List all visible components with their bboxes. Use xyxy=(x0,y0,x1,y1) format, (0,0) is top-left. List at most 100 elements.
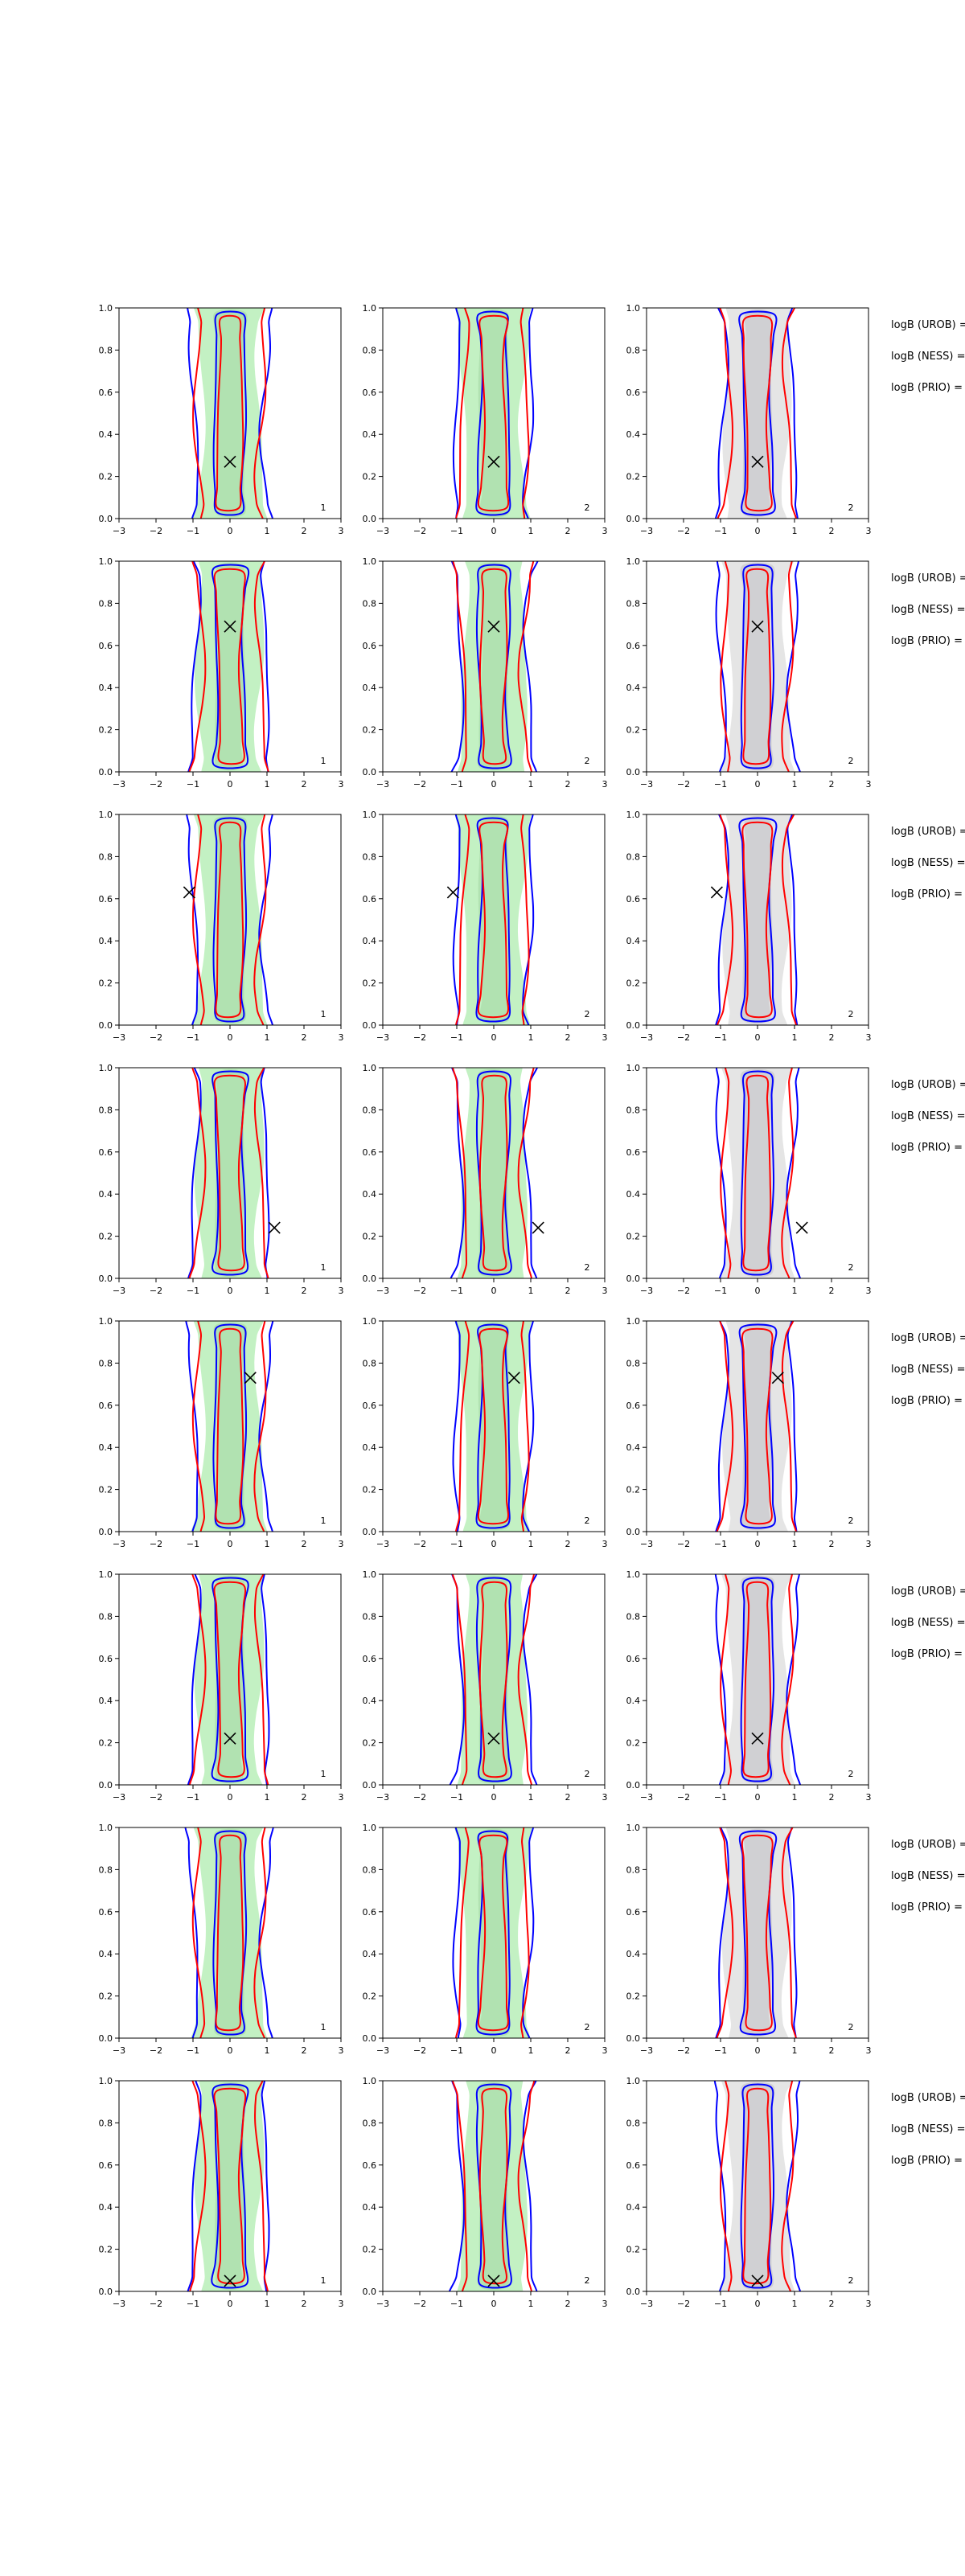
side-label-urob: logB (UROB) = xyxy=(891,319,965,331)
contour-outer-red xyxy=(455,308,530,519)
y-tick-label: 0.4 xyxy=(626,1189,641,1200)
density-fill-inner xyxy=(213,815,248,1024)
x-tick-label: 0 xyxy=(755,2299,761,2309)
y-tick-label: 0.6 xyxy=(363,2160,377,2171)
x-tick-label: −1 xyxy=(187,1032,199,1043)
side-label-urob: logB (UROB) = xyxy=(891,572,965,585)
y-tick-label: 1.0 xyxy=(363,303,377,314)
panel-row5-col2: −3 −2 −1 0 1 2 3 0.0 0.2 0.4 0.6 0.8 1.0 2 xyxy=(363,1316,608,1549)
x-tick-label: −3 xyxy=(113,1286,125,1296)
x-tick-label: −2 xyxy=(413,1792,426,1803)
panel-label: 1 xyxy=(321,502,326,513)
side-label-prio: logB (PRIO) = xyxy=(891,1901,963,1914)
x-tick-label: −2 xyxy=(677,1539,690,1549)
panel-row5-col1: −3 −2 −1 0 1 2 3 0.0 0.2 0.4 0.6 0.8 1.0 1 xyxy=(99,1316,344,1549)
y-tick-label: 0.2 xyxy=(99,1991,113,2002)
density-fill-inner xyxy=(213,309,248,518)
x-tick-label: 0 xyxy=(491,2045,497,2056)
y-tick-label: 0.2 xyxy=(626,1738,641,1749)
x-tick-label: −3 xyxy=(113,1032,125,1043)
y-tick-label: 0.8 xyxy=(626,598,641,609)
contour-outer-blue xyxy=(187,308,274,519)
y-tick-label: 0.6 xyxy=(99,1654,113,1664)
y-tick-label: 1.0 xyxy=(99,810,113,820)
x-tick-label: −1 xyxy=(187,1539,199,1549)
panel-row5-col3: −3 −2 −1 0 1 2 3 0.0 0.2 0.4 0.6 0.8 1.0 2 xyxy=(626,1316,872,1549)
contour-inner-red xyxy=(478,1074,508,1272)
contour-outer-blue xyxy=(187,1068,270,1278)
y-tick-label: 0.2 xyxy=(99,725,113,736)
x-tick-label: 2 xyxy=(829,1032,835,1043)
x-tick-label: −1 xyxy=(714,1792,727,1803)
density-fill-inner xyxy=(213,1322,248,1531)
y-tick-label: 0.8 xyxy=(363,1358,377,1368)
y-tick-label: 0.0 xyxy=(626,514,641,524)
y-tick-label: 0.6 xyxy=(626,388,641,398)
y-tick-label: 1.0 xyxy=(363,1569,377,1580)
y-tick-label: 0.8 xyxy=(99,1864,113,1875)
contour-outer-blue xyxy=(715,1827,798,2038)
density-fill-inner xyxy=(741,2082,775,2291)
panel-row3-col2: −3 −2 −1 0 1 2 3 0.0 0.2 0.4 0.6 0.8 1.0 2 xyxy=(363,810,608,1043)
panel-label: 2 xyxy=(848,2275,854,2286)
y-tick-label: 1.0 xyxy=(626,2076,641,2086)
y-tick-label: 1.0 xyxy=(363,810,377,820)
contour-inner-red xyxy=(741,1327,774,1525)
plot-area xyxy=(184,1827,274,2038)
x-tick-label: 1 xyxy=(528,2299,534,2309)
x-tick-label: −3 xyxy=(376,1032,389,1043)
x-tick-label: −2 xyxy=(413,2045,426,2056)
x-tick-label: 2 xyxy=(829,1286,835,1296)
density-fill-inner xyxy=(478,2082,509,2291)
contour-outer-red xyxy=(191,814,267,1025)
y-tick-label: 0.2 xyxy=(626,1485,641,1495)
x-tick-label: 2 xyxy=(829,1539,835,1549)
x-tick-label: 0 xyxy=(491,526,497,536)
x-tick-label: −3 xyxy=(640,1792,653,1803)
density-fill-inner xyxy=(213,1828,248,2037)
truth-marker xyxy=(487,1732,500,1745)
y-tick-label: 0.8 xyxy=(626,1611,641,1622)
plot-area xyxy=(452,1321,535,1532)
plot-area xyxy=(715,1068,808,1278)
panel-row6-col3: −3 −2 −1 0 1 2 3 0.0 0.2 0.4 0.6 0.8 1.0 2 xyxy=(626,1569,872,1803)
x-tick-label: 2 xyxy=(302,1032,307,1043)
y-tick-label: 0.0 xyxy=(626,767,641,777)
plot-area xyxy=(187,1068,281,1278)
y-tick-label: 0.2 xyxy=(99,472,113,482)
y-tick-label: 0.4 xyxy=(363,2202,377,2213)
y-tick-label: 0.0 xyxy=(363,514,377,524)
x-tick-label: −2 xyxy=(677,2045,690,2056)
panel-label: 2 xyxy=(585,1009,590,1019)
x-tick-label: −3 xyxy=(113,1539,125,1549)
x-tick-label: −3 xyxy=(113,2299,125,2309)
x-tick-label: 3 xyxy=(866,1286,872,1296)
y-tick-label: 0.4 xyxy=(626,2202,641,2213)
x-tick-label: −3 xyxy=(640,1286,653,1296)
contour-inner-red xyxy=(213,1074,246,1272)
side-label-prio: logB (PRIO) = xyxy=(891,888,963,900)
side-label-ness: logB (NESS) = xyxy=(891,351,965,363)
y-tick-label: 1.0 xyxy=(99,1316,113,1327)
y-tick-label: 1.0 xyxy=(363,1316,377,1327)
y-tick-label: 0.4 xyxy=(363,683,377,693)
x-tick-label: 3 xyxy=(339,1032,344,1043)
x-tick-label: −1 xyxy=(187,2045,199,2056)
x-tick-label: −2 xyxy=(677,1032,690,1043)
y-tick-label: 0.6 xyxy=(626,1907,641,1918)
contour-inner-red xyxy=(742,1074,772,1272)
y-tick-label: 0.0 xyxy=(626,2287,641,2297)
contour-inner-blue xyxy=(211,2083,249,2289)
y-tick-label: 0.0 xyxy=(626,1780,641,1790)
side-label-ness: logB (NESS) = xyxy=(891,1617,965,1629)
side-label-urob: logB (UROB) = xyxy=(891,2092,965,2104)
x-tick-label: 0 xyxy=(755,526,761,536)
x-tick-label: 1 xyxy=(265,1792,270,1803)
x-tick-label: 1 xyxy=(528,526,534,536)
y-tick-label: 0.6 xyxy=(363,641,377,651)
contour-outer-red xyxy=(189,2081,269,2291)
y-tick-label: 0.8 xyxy=(363,1105,377,1115)
y-tick-label: 0.2 xyxy=(626,978,641,989)
contour-outer-blue xyxy=(714,308,799,519)
